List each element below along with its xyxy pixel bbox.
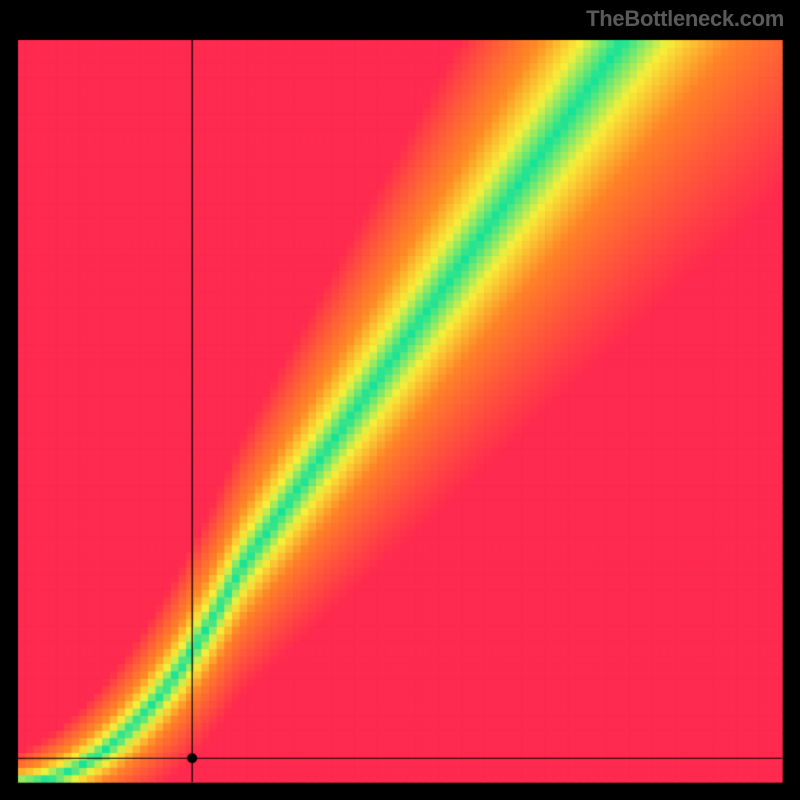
- bottleneck-heatmap: TheBottleneck.com: [0, 0, 800, 800]
- heatmap-canvas: [0, 0, 800, 800]
- plot-area: [0, 0, 800, 800]
- watermark-label: TheBottleneck.com: [586, 6, 784, 32]
